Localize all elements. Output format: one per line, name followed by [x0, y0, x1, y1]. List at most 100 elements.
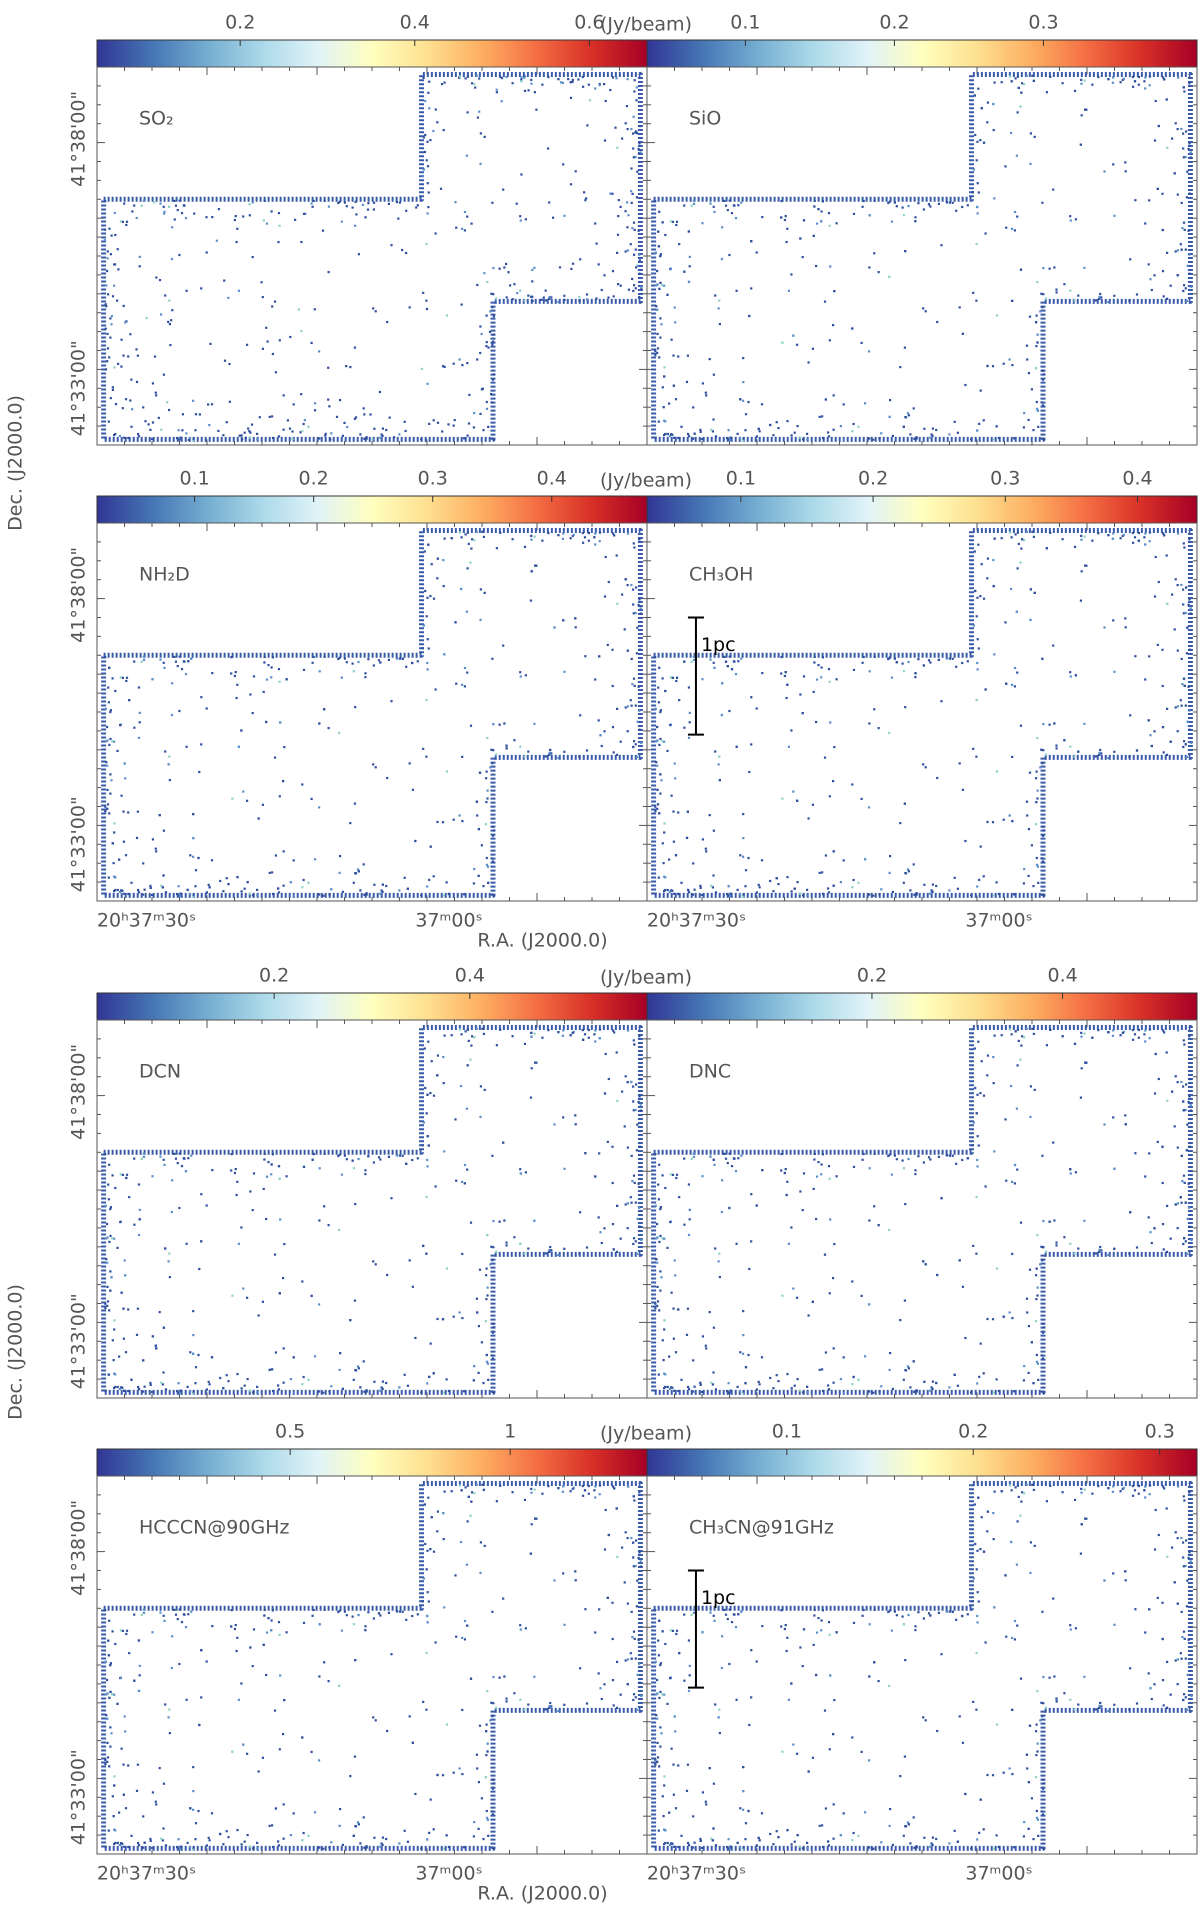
noise-speck — [452, 362, 455, 365]
noise-speck — [577, 78, 580, 81]
noise-speck — [426, 182, 429, 185]
noise-speck — [709, 202, 712, 205]
noise-speck — [292, 1356, 295, 1359]
noise-speck — [1019, 724, 1023, 727]
noise-speck — [1184, 1696, 1187, 1699]
noise-speck — [436, 421, 440, 424]
noise-speck — [465, 1107, 468, 1110]
noise-speck — [163, 212, 166, 215]
noise-speck — [530, 534, 533, 537]
noise-speck — [123, 892, 126, 895]
noise-speck — [777, 427, 780, 430]
noise-speck — [421, 1600, 424, 1603]
noise-speck — [1011, 820, 1014, 823]
noise-speck — [931, 1387, 934, 1390]
noise-speck — [744, 429, 747, 432]
noise-speck — [261, 803, 264, 806]
noise-speck — [473, 83, 476, 86]
colorbar-tick-label: 0.1 — [726, 468, 756, 490]
noise-speck — [872, 894, 875, 897]
noise-speck — [663, 419, 666, 422]
noise-speck — [318, 437, 321, 440]
noise-speck — [700, 1390, 704, 1394]
noise-speck — [531, 295, 534, 298]
noise-speck — [480, 388, 483, 391]
noise-speck — [107, 1654, 110, 1657]
noise-speck — [244, 436, 247, 439]
noise-speck — [631, 1636, 634, 1639]
noise-speck — [993, 1490, 996, 1493]
noise-speck — [477, 1827, 480, 1830]
noise-speck — [106, 807, 109, 810]
noise-speck — [685, 1333, 689, 1336]
noise-speck — [125, 679, 128, 683]
noise-speck — [742, 1310, 745, 1313]
noise-speck — [1184, 248, 1187, 251]
noise-speck — [353, 346, 356, 349]
noise-speck — [630, 1610, 633, 1613]
noise-speck — [1134, 1152, 1137, 1155]
noise-speck — [970, 894, 973, 897]
noise-speck — [1041, 437, 1044, 440]
noise-speck — [617, 283, 620, 286]
noise-speck — [1023, 539, 1026, 542]
noise-speck — [187, 1157, 190, 1160]
noise-speck — [658, 287, 661, 290]
noise-speck — [106, 1261, 109, 1264]
noise-speck — [171, 1635, 174, 1638]
noise-speck — [263, 1152, 266, 1155]
noise-specks — [104, 1483, 643, 1851]
noise-speck — [1032, 79, 1035, 82]
noise-speck — [594, 87, 597, 90]
noise-speck — [432, 1550, 436, 1553]
noise-speck — [364, 1169, 367, 1172]
noise-speck — [118, 434, 121, 438]
noise-speck — [631, 1180, 634, 1183]
noise-speck — [1176, 274, 1179, 277]
noise-speck — [318, 1759, 321, 1762]
noise-speck — [222, 890, 225, 893]
noise-speck — [563, 298, 566, 301]
noise-speck — [914, 216, 917, 219]
noise-speck — [541, 539, 544, 542]
noise-speck — [975, 698, 978, 702]
noise-speck — [381, 883, 384, 886]
noise-speck — [352, 1378, 355, 1381]
noise-speck — [666, 749, 669, 752]
noise-speck — [356, 1365, 360, 1368]
noise-speck — [632, 147, 635, 150]
noise-speck — [624, 122, 627, 125]
noise-speck — [635, 86, 638, 89]
noise-speck — [167, 320, 170, 323]
noise-speck — [533, 535, 536, 538]
noise-speck — [1189, 607, 1192, 610]
noise-speck — [270, 1173, 273, 1176]
noise-speck — [479, 618, 482, 621]
noise-speck — [312, 1608, 315, 1612]
noise-speck — [485, 770, 488, 773]
noise-speck — [263, 1614, 266, 1617]
noise-speck — [1010, 1084, 1013, 1088]
noise-speck — [411, 1285, 414, 1288]
noise-speck — [721, 682, 724, 685]
noise-speck — [1176, 1081, 1179, 1084]
noise-speck — [995, 425, 998, 428]
noise-speck — [1000, 1034, 1003, 1037]
noise-speck — [821, 871, 824, 874]
colorbar-tick-label: 0.2 — [858, 468, 888, 490]
noise-speck — [426, 1614, 429, 1618]
noise-speck — [857, 1378, 860, 1381]
noise-speck — [664, 1385, 667, 1389]
noise-speck — [137, 1388, 141, 1391]
noise-speck — [638, 272, 641, 275]
noise-speck — [824, 398, 827, 401]
noise-speck — [182, 1157, 185, 1160]
noise-speck — [656, 1285, 659, 1288]
noise-speck — [1055, 1244, 1058, 1247]
noise-speck — [429, 595, 432, 598]
noise-speck — [313, 308, 316, 311]
noise-speck — [125, 676, 129, 679]
noise-speck — [190, 1610, 193, 1613]
noise-speck — [662, 406, 665, 409]
noise-speck — [578, 755, 581, 758]
